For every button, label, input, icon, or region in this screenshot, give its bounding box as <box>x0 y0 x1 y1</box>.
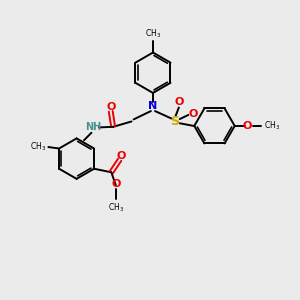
Text: NH: NH <box>85 122 101 132</box>
Text: O: O <box>175 98 184 107</box>
Text: O: O <box>116 151 125 161</box>
Text: O: O <box>242 121 252 131</box>
Text: CH$_3$: CH$_3$ <box>108 201 124 214</box>
Text: O: O <box>106 102 116 112</box>
Text: S: S <box>170 115 179 128</box>
Text: N: N <box>148 101 158 111</box>
Text: O: O <box>189 109 198 119</box>
Text: O: O <box>111 179 121 189</box>
Text: CH$_3$: CH$_3$ <box>30 140 46 153</box>
Text: CH$_3$: CH$_3$ <box>145 28 161 40</box>
Text: CH$_3$: CH$_3$ <box>264 120 280 132</box>
